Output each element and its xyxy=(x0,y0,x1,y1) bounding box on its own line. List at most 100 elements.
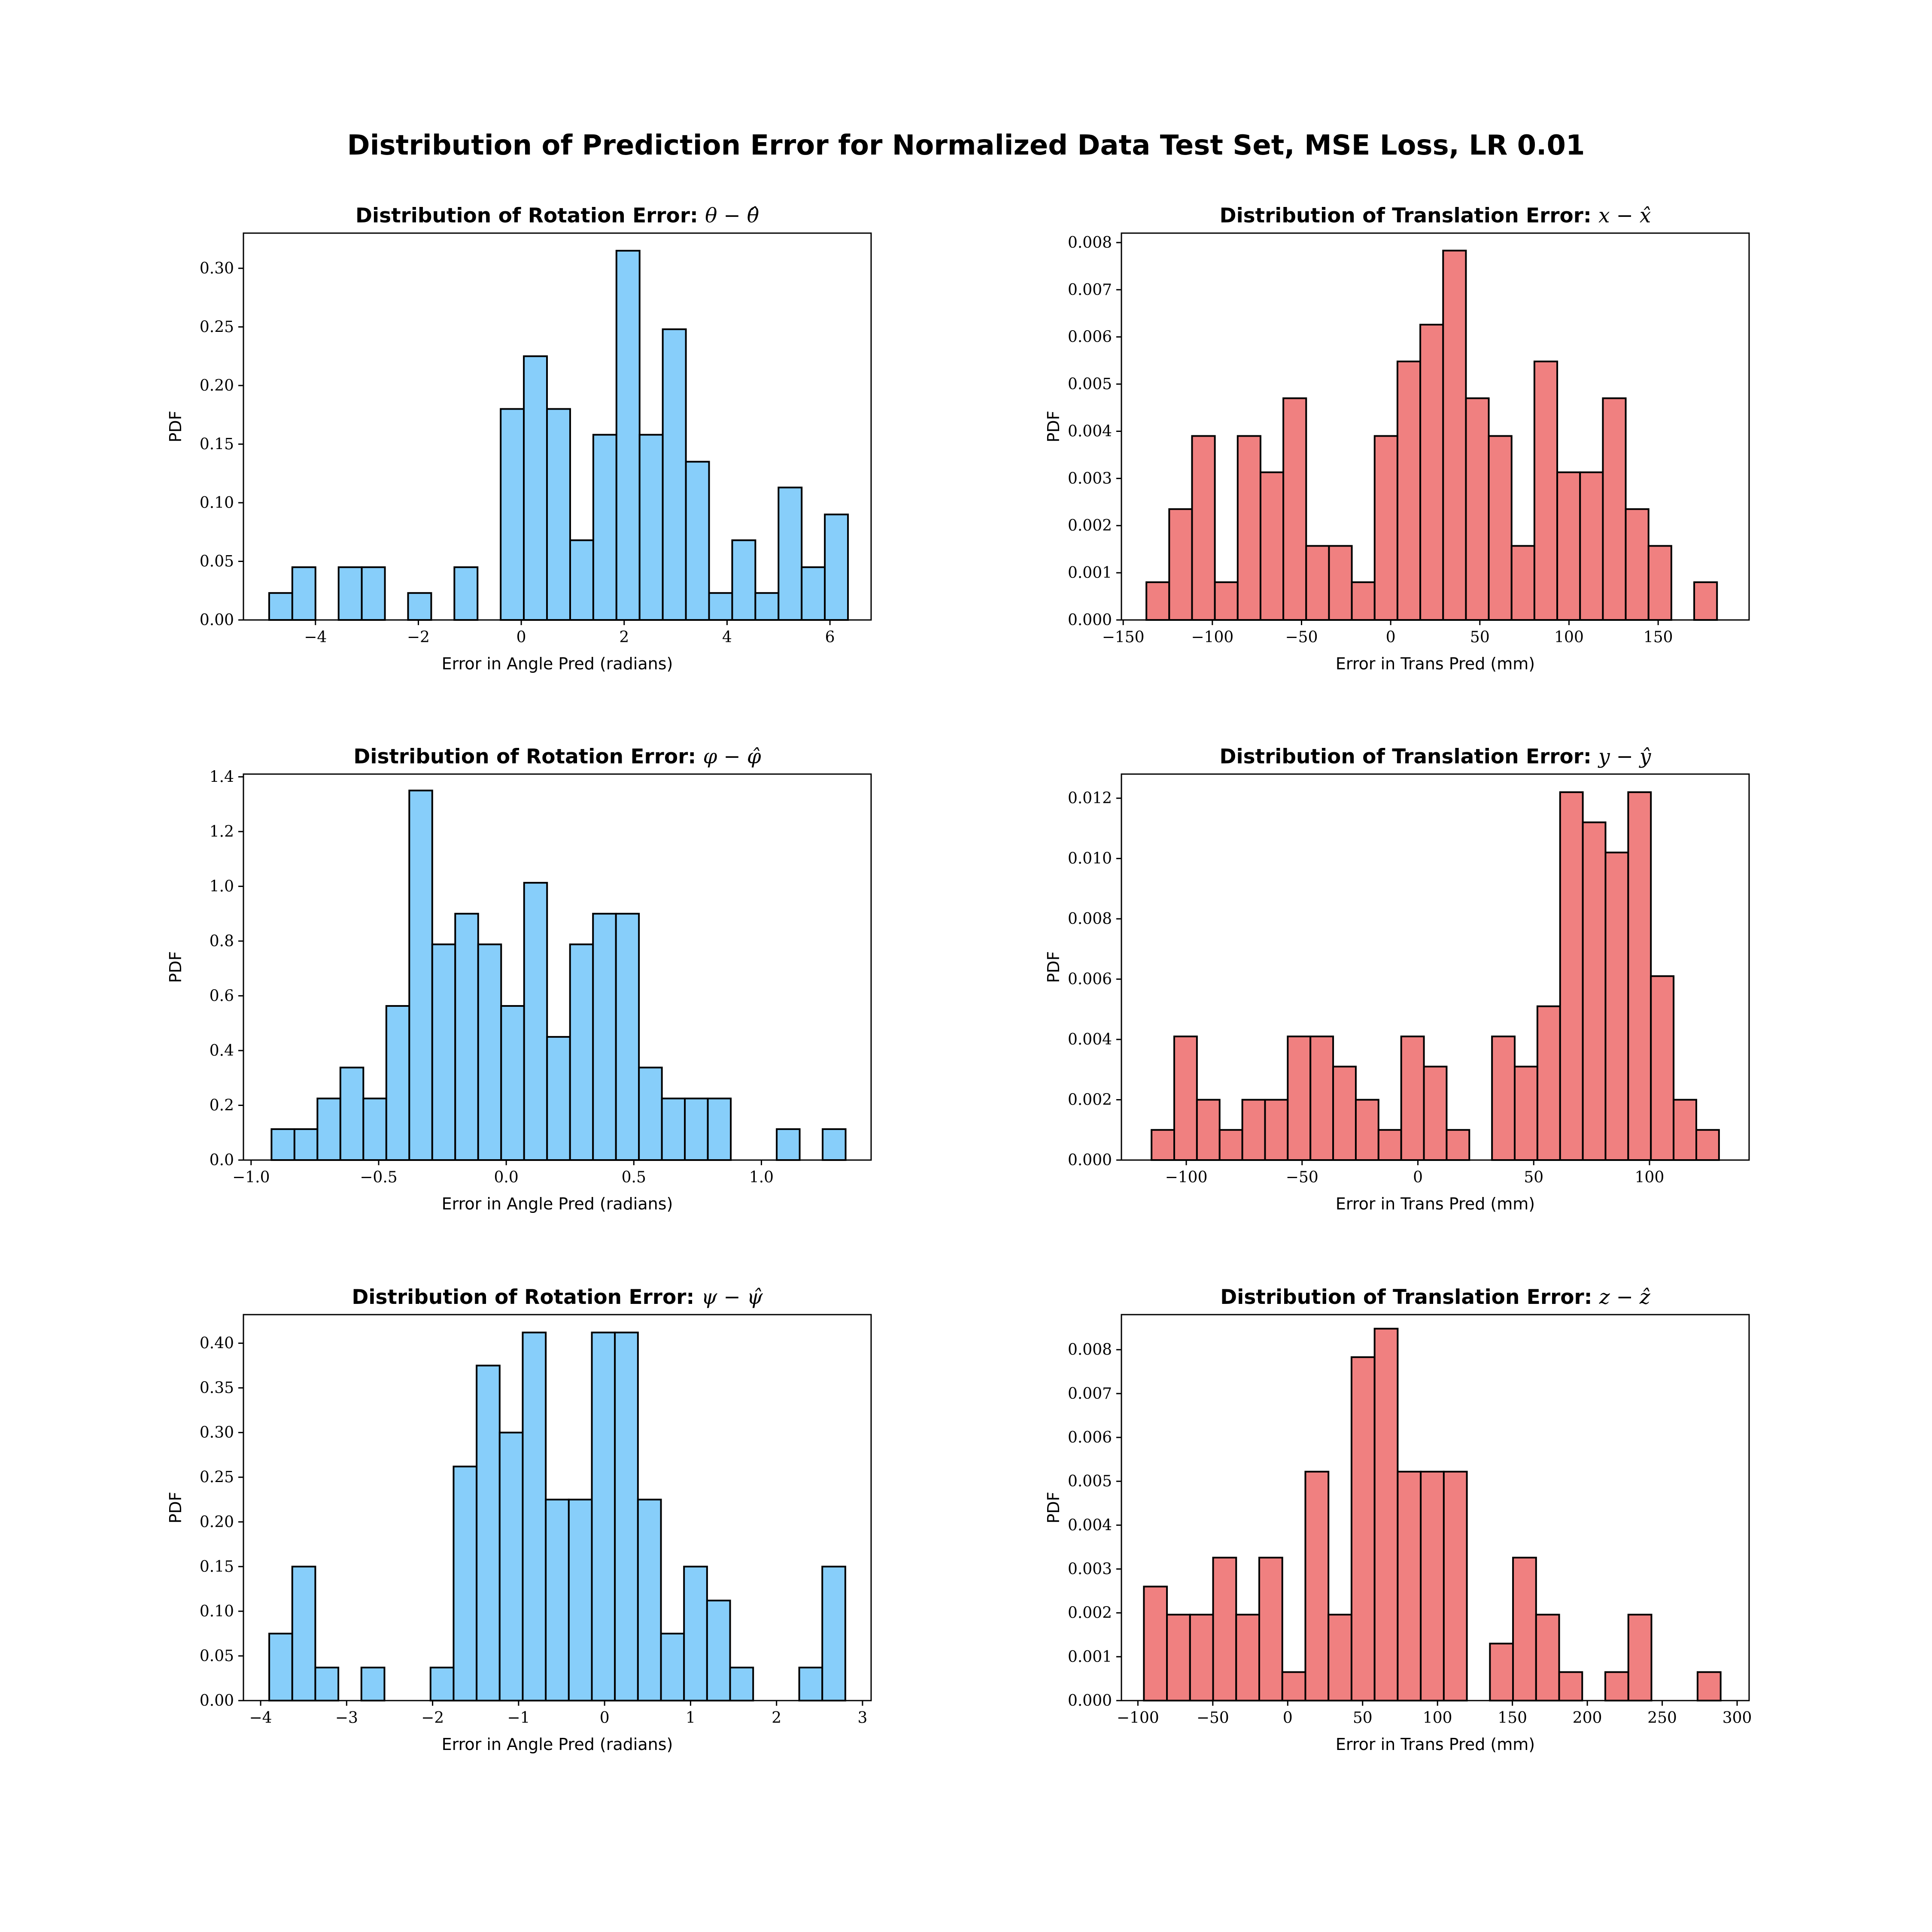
subplot-title-math: y − ŷ xyxy=(1598,745,1652,769)
histogram-bar xyxy=(1604,851,1629,1161)
subplot-4: −100 −50 0 50 100 0.000 0.002 0.004 0.006 0.008 0.… xyxy=(1044,745,1750,1213)
y-axis-label: PDF xyxy=(166,1492,185,1523)
histogram-bar xyxy=(824,513,849,621)
y-tick-label: 0.05 xyxy=(200,1647,234,1665)
y-tick-label: 0.005 xyxy=(1068,1473,1112,1490)
y-axis-label: PDF xyxy=(1044,1492,1063,1523)
histogram-bar xyxy=(1510,545,1535,621)
y-tick-label: 0.30 xyxy=(200,260,234,277)
subplot-title-text: Distribution of Translation Error: xyxy=(1220,204,1599,228)
y-axis-label: PDF xyxy=(166,951,185,983)
histogram-bar xyxy=(776,1128,801,1161)
histogram-bar xyxy=(1602,397,1627,621)
y-tick-label: 0.003 xyxy=(1068,470,1112,487)
histogram-bar xyxy=(1559,791,1584,1161)
histogram-bar xyxy=(1489,1643,1514,1701)
histogram-bar xyxy=(500,408,525,621)
histogram-bar xyxy=(1491,1036,1516,1161)
histogram-bar xyxy=(362,1097,387,1161)
histogram-bar xyxy=(1696,1671,1722,1702)
histogram-bar xyxy=(1377,1129,1402,1161)
histogram-bar xyxy=(822,1128,847,1161)
histogram-bar xyxy=(1604,1671,1629,1702)
x-tick-label: 200 xyxy=(1573,1709,1602,1727)
x-axis-label: Error in Angle Pred (radians) xyxy=(442,654,673,673)
subplot-6: −100 −50 0 50 100 150 200 250 300 0.000 0.001 0.002… xyxy=(1044,1285,1752,1754)
subplot-title-math: ψ − ψ̂ xyxy=(702,1285,763,1309)
histogram-bar xyxy=(1373,1327,1399,1701)
histogram-bar xyxy=(1446,1129,1470,1161)
y-tick-label: 0.6 xyxy=(210,987,234,1005)
histogram-bar xyxy=(1397,1470,1422,1701)
histogram-bar xyxy=(1673,1099,1697,1161)
histogram-bar xyxy=(1488,435,1513,621)
histogram-bar xyxy=(1332,1066,1357,1161)
subplot-3: −1.0 −0.5 0.0 0.5 1.0 0.0 0.2 0.4 0.6 0.8 1.0 1.2 1.… xyxy=(166,745,872,1213)
y-tick-label: 0.004 xyxy=(1068,1516,1112,1534)
histogram-bar xyxy=(1218,1129,1243,1161)
x-tick-label: 50 xyxy=(1353,1709,1373,1727)
x-tick-label: 2 xyxy=(619,629,629,646)
subplot-title: Distribution of Translation Error: z − ẑ xyxy=(1220,1285,1650,1309)
histogram-bar xyxy=(523,355,548,621)
histogram-bar xyxy=(683,1565,708,1701)
y-tick-label: 0.003 xyxy=(1068,1561,1112,1578)
histogram-bar xyxy=(638,1066,663,1161)
histogram-bar xyxy=(454,913,479,1161)
subplot-title-math: φ − φ̂ xyxy=(703,745,761,769)
y-tick-label: 0.010 xyxy=(1068,850,1112,868)
histogram-bar xyxy=(778,486,803,621)
x-tick-label: 150 xyxy=(1498,1709,1527,1727)
y-tick-label: 0.006 xyxy=(1068,1429,1112,1446)
y-tick-label: 0.012 xyxy=(1068,790,1112,807)
histogram-bar xyxy=(685,461,710,621)
x-tick-label: 50 xyxy=(1470,629,1490,646)
histogram-bar xyxy=(1556,471,1581,621)
x-tick-label: −50 xyxy=(1285,629,1318,646)
histogram-bar xyxy=(821,1565,846,1701)
subplot-title: Distribution of Translation Error: y − ŷ xyxy=(1220,745,1652,769)
figure-suptitle: Distribution of Prediction Error for Nor… xyxy=(347,130,1585,161)
histogram-bar xyxy=(522,1331,547,1701)
histogram-bar xyxy=(798,1667,823,1701)
histogram-bar xyxy=(1373,435,1398,621)
x-tick-label: 50 xyxy=(1524,1169,1543,1186)
histogram-bar xyxy=(1693,581,1718,621)
histogram-bar xyxy=(1396,360,1422,621)
x-tick-label: 0.0 xyxy=(494,1169,519,1186)
y-tick-label: 0.8 xyxy=(210,933,234,950)
y-tick-label: 0.008 xyxy=(1068,910,1112,928)
x-tick-label: 0 xyxy=(1413,1169,1423,1186)
histogram-bar xyxy=(1236,435,1261,621)
histogram-bar xyxy=(1514,1066,1538,1161)
histogram-bar xyxy=(568,1498,593,1701)
x-tick-label: 100 xyxy=(1423,1709,1452,1727)
y-tick-label: 0.35 xyxy=(200,1379,234,1397)
x-tick-label: 3 xyxy=(858,1709,868,1727)
histogram-bar xyxy=(1282,397,1307,621)
y-tick-label: 0.000 xyxy=(1068,1692,1112,1710)
histogram-bar xyxy=(1355,1099,1379,1161)
y-tick-label: 0.000 xyxy=(1068,1151,1112,1169)
x-tick-label: −4 xyxy=(304,629,327,646)
histogram-bar xyxy=(1627,1613,1653,1701)
x-axis-label: Error in Trans Pred (mm) xyxy=(1336,654,1535,673)
histogram-bar xyxy=(1512,1556,1537,1702)
y-tick-label: 0.15 xyxy=(200,1558,234,1576)
histogram-bar xyxy=(1695,1129,1720,1161)
axes-frame xyxy=(243,1314,872,1701)
y-axis-label: PDF xyxy=(1044,410,1063,442)
x-tick-label: −100 xyxy=(1165,1169,1208,1186)
histogram-bar xyxy=(1558,1671,1583,1702)
y-tick-label: 1.4 xyxy=(210,768,234,786)
histogram-bar xyxy=(1442,249,1467,621)
x-tick-label: −3 xyxy=(335,1709,358,1727)
histogram-bar xyxy=(591,1331,616,1701)
subplot-title: Distribution of Rotation Error: θ − θ̂ xyxy=(355,204,759,228)
y-tick-label: 0.008 xyxy=(1068,1341,1112,1359)
x-tick-label: 300 xyxy=(1722,1709,1752,1727)
y-tick-label: 0.001 xyxy=(1068,1648,1112,1666)
histogram-bar xyxy=(1145,581,1170,621)
subplot-title-math: z − ẑ xyxy=(1599,1285,1650,1309)
histogram-bar xyxy=(801,566,826,621)
